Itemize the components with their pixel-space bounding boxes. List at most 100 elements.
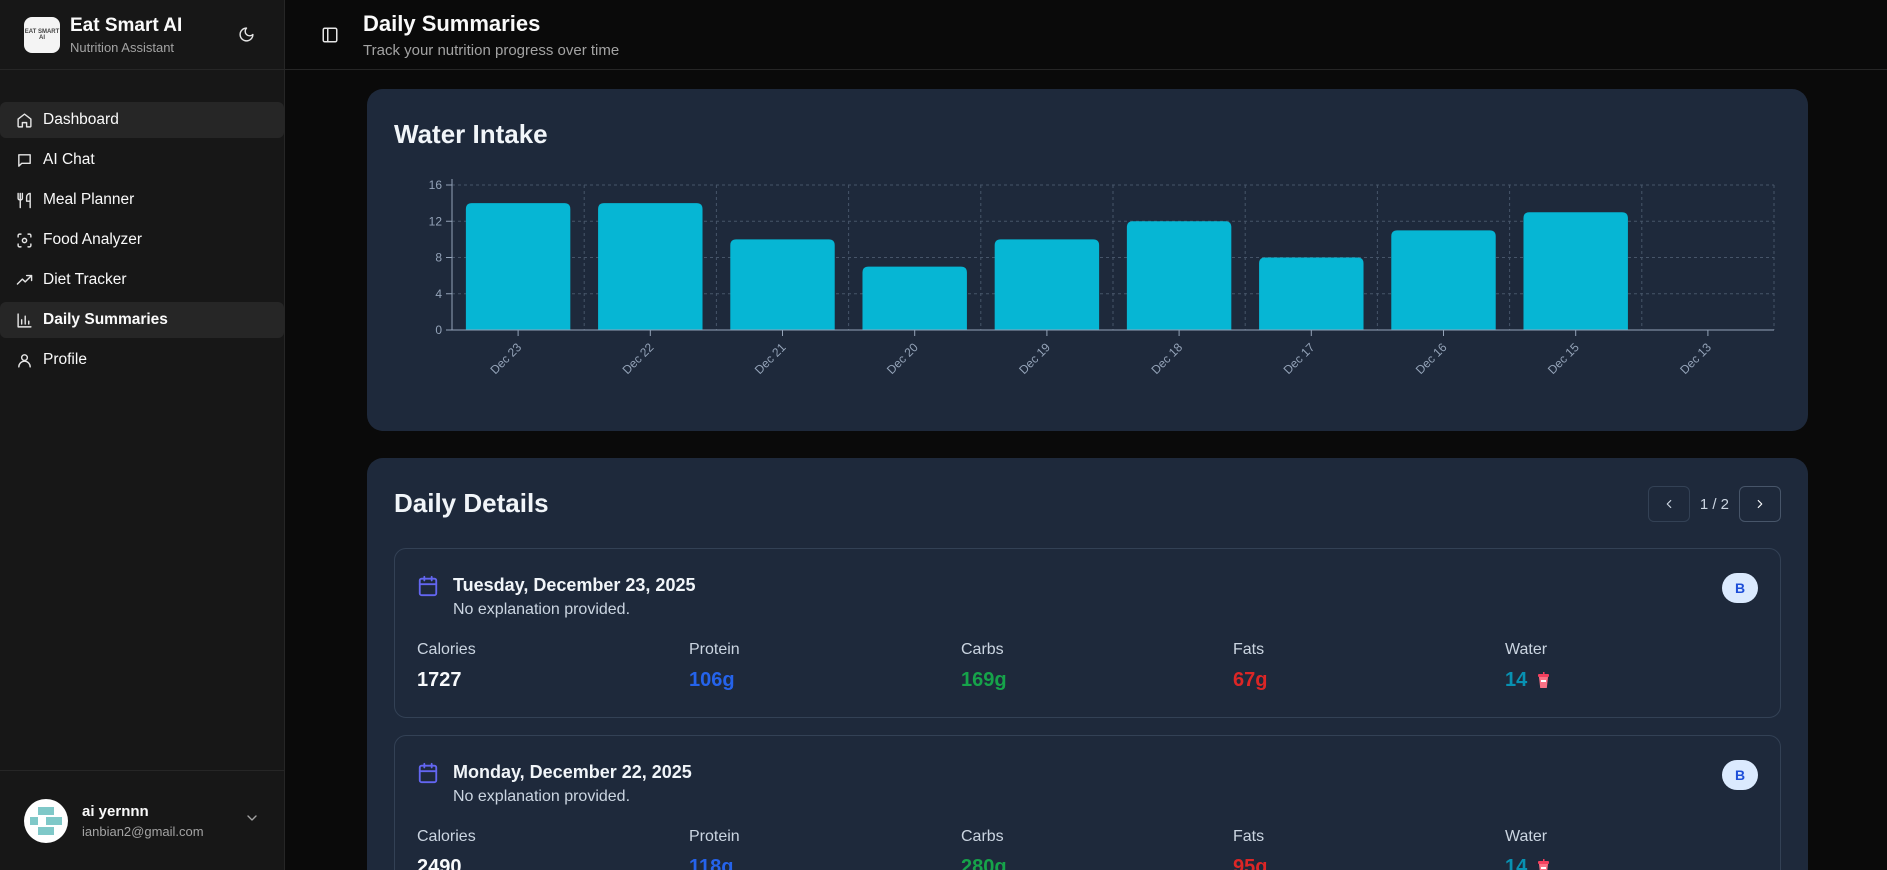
bar: [598, 203, 703, 330]
y-tick-label: 4: [435, 287, 442, 301]
carbs-label: Carbs: [961, 641, 1004, 658]
water-label: Water: [1505, 828, 1548, 845]
app-logo: EAT SMART AI: [24, 16, 60, 53]
sidebar-item-label: Dashboard: [43, 111, 119, 128]
day-note: No explanation provided.: [453, 788, 631, 805]
details-title: Daily Details: [394, 488, 549, 518]
bar: [1259, 257, 1364, 330]
sidebar-toggle-icon[interactable]: [319, 24, 341, 46]
calories-value: 2490: [417, 856, 462, 870]
water-intake-card: Water Intake 0 4 8 12 16 Dec 23 Dec 22 Dec 21 De…: [367, 89, 1808, 431]
x-tick-label: Dec 22: [620, 340, 657, 377]
x-tick-label: Dec 13: [1677, 340, 1714, 377]
sidebar-item-diet-tracker[interactable]: Diet Tracker: [0, 262, 284, 298]
user-menu[interactable]: ai yernnn ianbian2@gmail.com: [0, 770, 284, 870]
fats-label: Fats: [1233, 641, 1265, 658]
x-tick-label: Dec 23: [487, 340, 524, 377]
utensils-icon: [16, 192, 33, 209]
protein-value: 106g: [689, 669, 735, 691]
daily-details-card: Daily Details 1 / 2 Tuesday, December 23…: [367, 458, 1808, 870]
cup-icon: [1538, 859, 1550, 870]
fats-value: 67g: [1233, 669, 1268, 691]
x-tick-label: Dec 19: [1016, 340, 1053, 377]
bar: [1391, 230, 1496, 330]
sidebar-item-food-analyzer[interactable]: Food Analyzer: [0, 222, 284, 258]
prev-page-button[interactable]: [1647, 486, 1690, 522]
next-page-button[interactable]: [1739, 486, 1781, 522]
pagination: 1 / 2: [1647, 486, 1781, 522]
water-intake-chart: 0 4 8 12 16 Dec 23 Dec 22 Dec 21 Dec 20 Dec 19 Dec…: [429, 178, 1775, 377]
grade-badge: B: [1722, 573, 1758, 603]
sidebar-item-ai-chat[interactable]: AI Chat: [0, 142, 284, 178]
day-date: Monday, December 22, 2025: [453, 762, 692, 782]
message-icon: [16, 152, 33, 169]
carbs-label: Carbs: [961, 828, 1004, 845]
brand-header: EAT SMART AI Eat Smart AI Nutrition Assi…: [0, 0, 284, 70]
protein-value: 118g: [689, 856, 734, 870]
water-label: Water: [1505, 641, 1548, 658]
sidebar-item-label: AI Chat: [43, 151, 95, 168]
x-tick-label: Dec 18: [1148, 340, 1185, 377]
chart-title: Water Intake: [394, 119, 548, 149]
grade-badge: B: [1722, 760, 1758, 790]
calories-value: 1727: [417, 669, 462, 691]
calendar-icon: [418, 575, 438, 597]
bar: [862, 266, 967, 330]
x-tick-label: Dec 17: [1281, 340, 1318, 377]
calendar-icon: [418, 762, 438, 784]
sidebar: EAT SMART AI Eat Smart AI Nutrition Assi…: [0, 0, 285, 870]
fats-value: 95g: [1233, 856, 1268, 870]
x-tick-label: Dec 16: [1413, 340, 1450, 377]
x-tick-label: Dec 15: [1545, 340, 1582, 377]
carbs-value: 280g: [961, 856, 1007, 870]
bar: [465, 203, 571, 330]
y-tick-label: 12: [429, 214, 443, 228]
app-title: Eat Smart AI: [70, 14, 183, 36]
chevron-left-icon: [1666, 499, 1672, 509]
main-content: Daily Summaries Track your nutrition pro…: [285, 0, 1887, 870]
x-tick-label: Dec 21: [752, 340, 789, 377]
sidebar-item-label: Meal Planner: [43, 191, 135, 208]
app-subtitle: Nutrition Assistant: [70, 39, 175, 55]
avatar: [24, 798, 68, 843]
sidebar-item-dashboard[interactable]: Dashboard: [0, 102, 284, 138]
home-icon: [16, 112, 33, 129]
x-tick-label: Dec 20: [884, 340, 921, 377]
chevron-down-icon[interactable]: [244, 810, 260, 831]
cup-icon: [1538, 672, 1550, 688]
bar: [994, 239, 1100, 330]
sidebar-item-profile[interactable]: Profile: [0, 342, 284, 378]
user-email: ianbian2@gmail.com: [82, 823, 204, 839]
carbs-value: 169g: [961, 669, 1007, 691]
sidebar-item-daily-summaries[interactable]: Daily Summaries: [0, 302, 284, 338]
protein-label: Protein: [689, 641, 740, 658]
day-date: Tuesday, December 23, 2025: [453, 575, 696, 595]
water-value: 14: [1505, 856, 1528, 870]
trending-up-icon: [16, 272, 33, 289]
page-title: Daily Summaries: [363, 10, 541, 36]
sidebar-nav: Dashboard AI Chat Meal Planner Food Anal…: [0, 70, 284, 382]
day-summary-card[interactable]: Monday, December 22, 2025 No explanation…: [394, 735, 1781, 870]
water-value: 14: [1505, 669, 1528, 691]
bar: [1126, 221, 1232, 330]
bar-chart-icon: [16, 312, 33, 329]
day-note: No explanation provided.: [453, 601, 631, 618]
sidebar-item-label: Daily Summaries: [43, 311, 168, 328]
page-subtitle: Track your nutrition progress over time: [363, 41, 620, 59]
chevron-right-icon: [1757, 499, 1763, 509]
fats-label: Fats: [1233, 828, 1265, 845]
sidebar-item-meal-planner[interactable]: Meal Planner: [0, 182, 284, 218]
calories-label: Calories: [417, 641, 476, 658]
sidebar-item-label: Profile: [43, 351, 87, 368]
scan-icon: [16, 232, 33, 249]
bar: [1523, 212, 1628, 330]
sidebar-item-label: Food Analyzer: [43, 231, 143, 248]
user-name: ai yernnn: [82, 802, 149, 820]
day-summary-card[interactable]: Tuesday, December 23, 2025 No explanatio…: [394, 548, 1781, 718]
protein-label: Protein: [689, 828, 740, 845]
user-icon: [16, 352, 33, 369]
y-tick-label: 8: [435, 251, 442, 265]
moon-icon[interactable]: [232, 21, 260, 49]
sidebar-item-label: Diet Tracker: [43, 271, 127, 288]
page-indicator: 1 / 2: [1699, 495, 1729, 513]
